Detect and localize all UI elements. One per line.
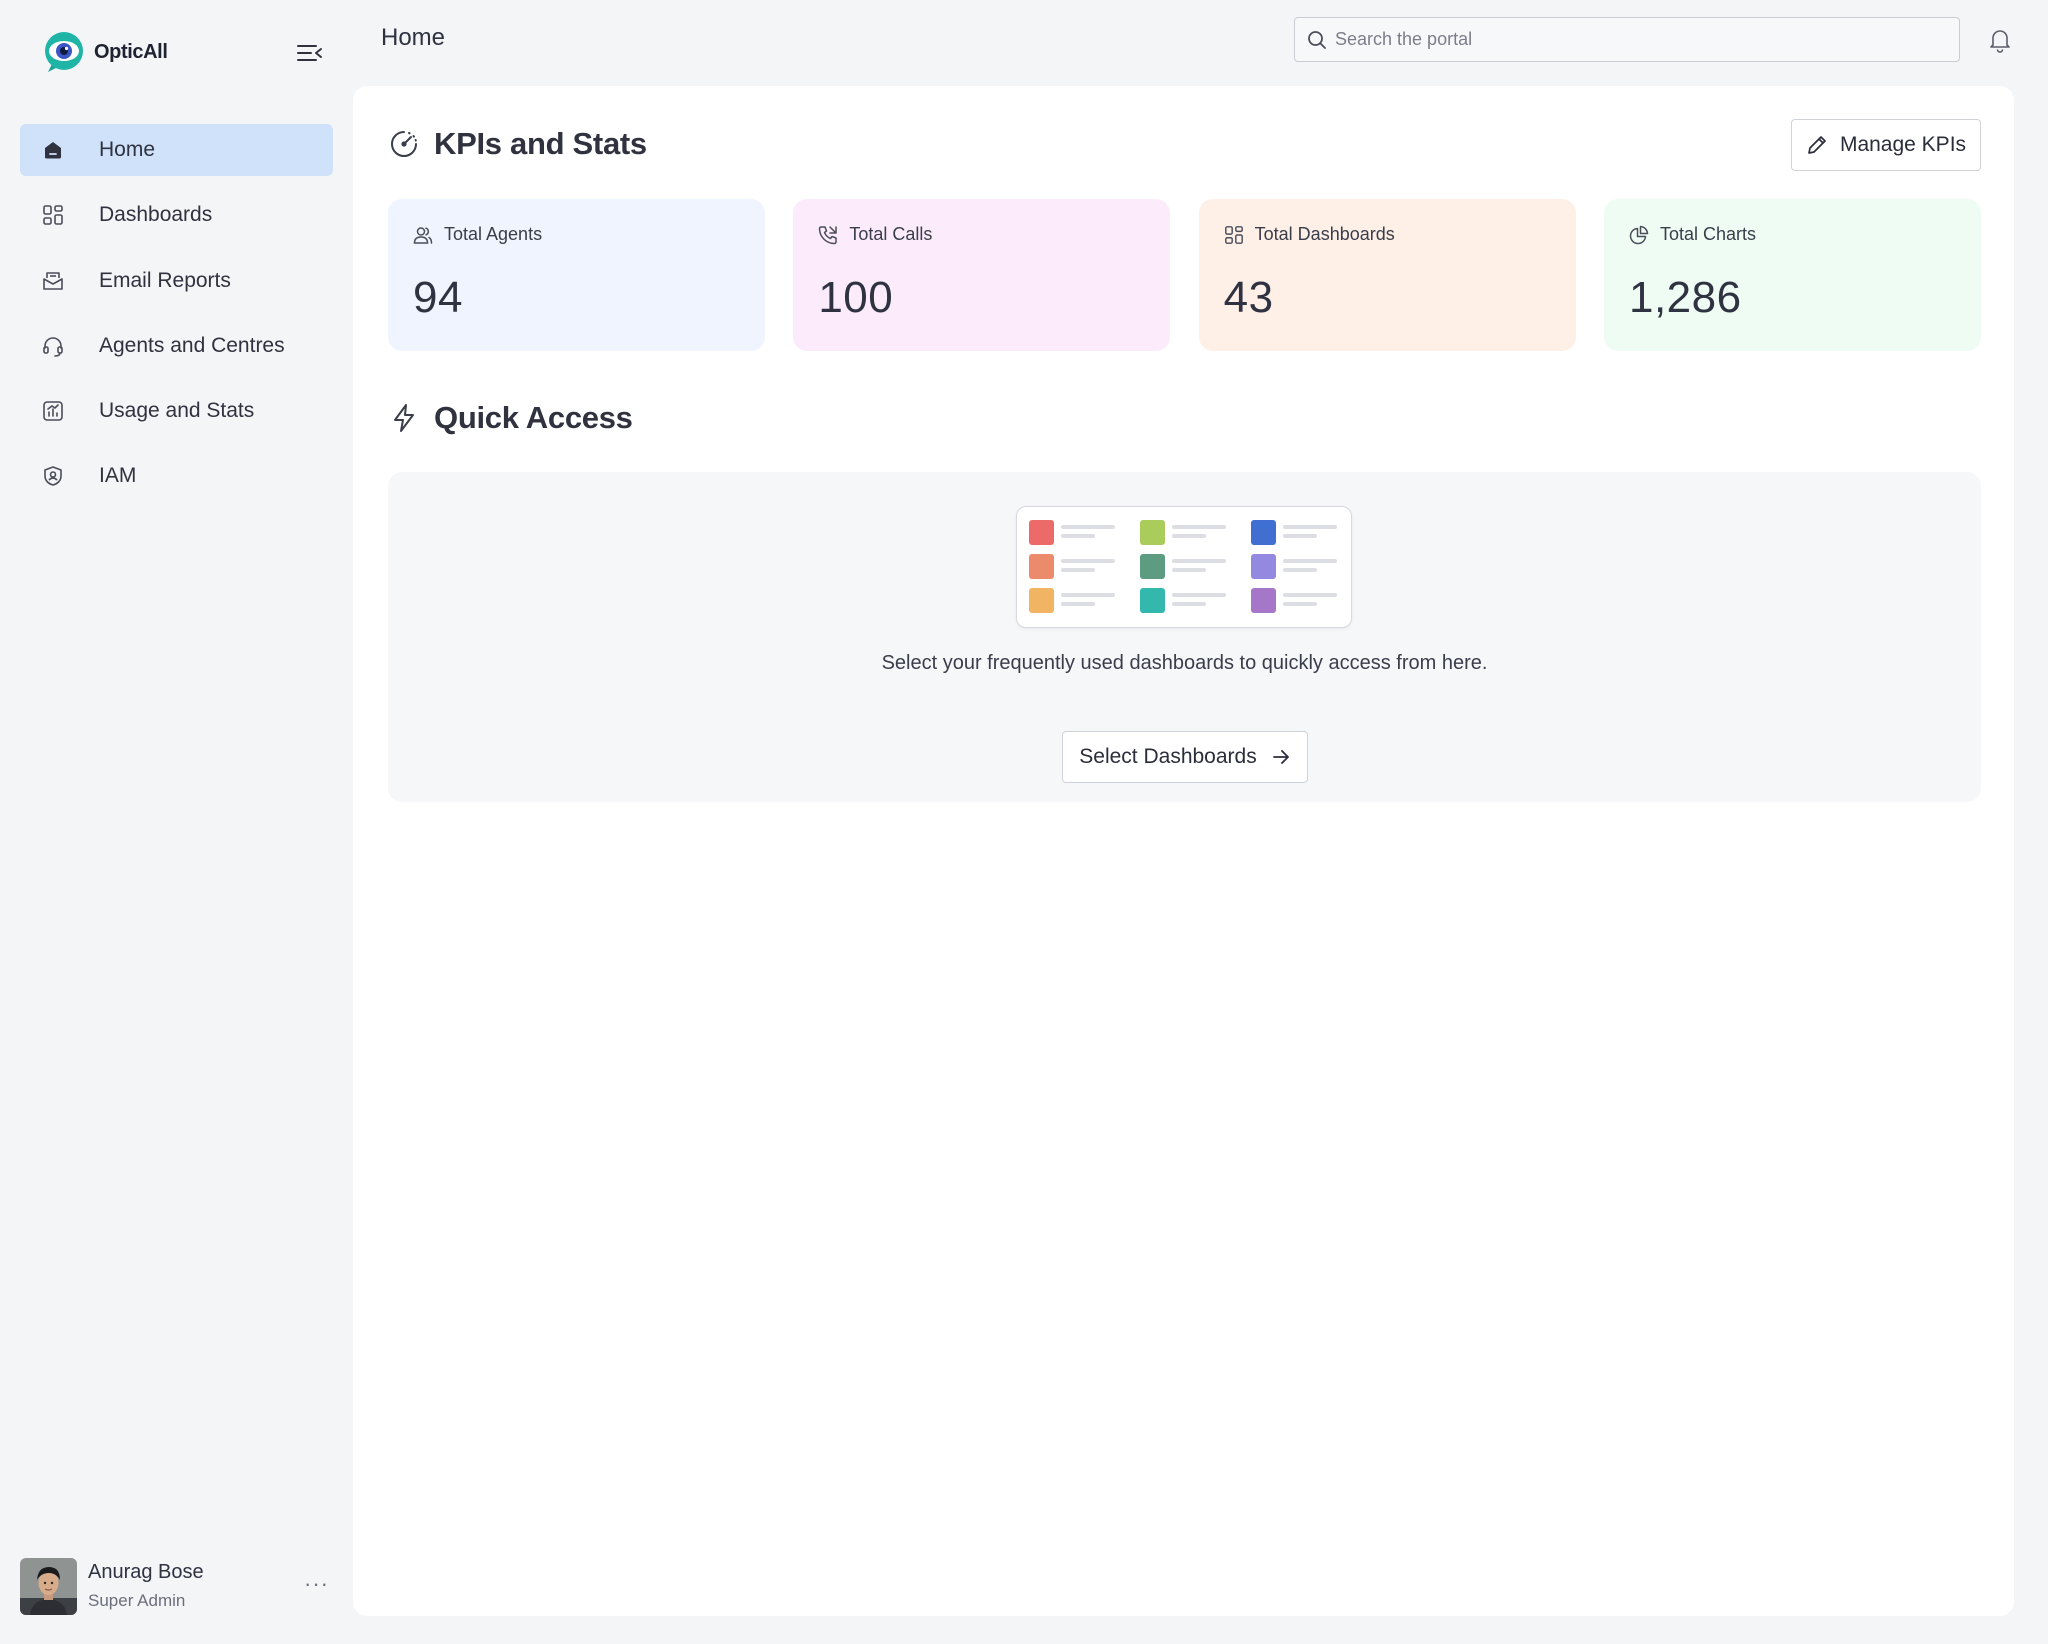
illustration-line xyxy=(1172,525,1226,529)
sidebar-item-label: Agents and Centres xyxy=(99,333,285,357)
illustration-tile xyxy=(1251,554,1276,579)
illustration-line xyxy=(1061,525,1115,529)
illustration-tile xyxy=(1029,554,1054,579)
search-icon xyxy=(1307,30,1327,50)
pie-chart-icon xyxy=(1629,225,1649,245)
avatar xyxy=(20,1557,77,1615)
illustration-line xyxy=(1283,602,1317,606)
mail-icon xyxy=(40,268,66,294)
illustration-tile xyxy=(1029,520,1054,545)
arrow-right-icon xyxy=(1272,750,1289,764)
chart-icon xyxy=(40,398,66,424)
kpi-card-total-dashboards[interactable]: Total Dashboards 43 xyxy=(1198,199,1576,351)
illustration-line xyxy=(1172,559,1226,563)
sidebar-item-label: Dashboards xyxy=(99,203,213,227)
headset-icon xyxy=(40,333,66,359)
kpi-section-title: KPIs and Stats xyxy=(434,126,647,161)
sidebar-item-iam[interactable]: IAM xyxy=(20,450,333,502)
kpi-card-total-calls[interactable]: Total Calls 100 xyxy=(793,199,1171,351)
manage-kpis-button[interactable]: Manage KPIs xyxy=(1791,119,1981,171)
eye-logo-icon xyxy=(42,30,88,74)
illustration-line xyxy=(1283,593,1337,597)
kpi-section-header: KPIs and Stats xyxy=(388,126,647,162)
sidebar-item-email-reports[interactable]: Email Reports xyxy=(20,255,333,307)
kpi-card-total-agents[interactable]: Total Agents 94 xyxy=(388,199,766,351)
illustration-line xyxy=(1172,568,1206,572)
pencil-icon xyxy=(1806,134,1828,156)
notifications-button[interactable] xyxy=(1988,27,2012,53)
users-icon xyxy=(413,225,433,245)
sidebar-item-label: Email Reports xyxy=(99,268,231,292)
kpi-value: 94 xyxy=(413,273,463,322)
illustration-line xyxy=(1283,559,1337,563)
main-panel: KPIs and Stats Manage KPIs Total Agents … xyxy=(353,86,2014,1616)
gauge-icon xyxy=(388,128,420,160)
illustration-line xyxy=(1283,534,1317,538)
dashboards-illustration xyxy=(1016,506,1352,628)
app-name: OpticAll xyxy=(94,40,168,63)
illustration-tile xyxy=(1140,554,1165,579)
sidebar-item-home[interactable]: Home xyxy=(20,124,333,176)
more-options-icon[interactable]: ··· xyxy=(304,1571,329,1596)
bell-icon xyxy=(1990,30,2010,53)
illustration-tile xyxy=(1251,588,1276,613)
collapse-sidebar-button[interactable] xyxy=(294,38,326,68)
illustration-line xyxy=(1172,602,1206,606)
illustration-line xyxy=(1061,593,1115,597)
illustration-line xyxy=(1283,525,1337,529)
sidebar-item-usage-stats[interactable]: Usage and Stats xyxy=(20,385,333,437)
search-bar[interactable] xyxy=(1294,17,1960,62)
illustration-tile xyxy=(1140,520,1165,545)
illustration-line xyxy=(1283,568,1317,572)
sidebar-nav: Home Dashboards Email Reports Agents and… xyxy=(20,124,333,516)
sidebar-item-label: Home xyxy=(99,138,156,161)
illustration-line xyxy=(1061,568,1095,572)
grid-icon xyxy=(40,202,66,228)
shield-user-icon xyxy=(40,463,66,489)
quick-access-empty-text: Select your frequently used dashboards t… xyxy=(881,652,1488,674)
sidebar-item-label: Usage and Stats xyxy=(99,399,255,423)
kpi-cards: Total Agents 94 Total Calls 100 Total Da… xyxy=(388,199,1982,351)
sidebar-item-dashboards[interactable]: Dashboards xyxy=(20,189,333,241)
user-profile[interactable]: Anurag Bose Super Admin ··· xyxy=(20,1557,333,1615)
kpi-label: Total Charts xyxy=(1659,224,1757,244)
menu-collapse-icon xyxy=(297,45,322,61)
app-logo[interactable]: OpticAll xyxy=(42,28,168,76)
sidebar: OpticAll Home Dashboards Email Reports xyxy=(0,0,352,1644)
illustration-line xyxy=(1061,602,1095,606)
page-title: Home xyxy=(381,24,446,51)
quick-access-title: Quick Access xyxy=(434,400,633,435)
illustration-line xyxy=(1061,534,1095,538)
quick-access-empty-state: Select your frequently used dashboards t… xyxy=(388,472,1981,802)
search-input[interactable] xyxy=(1335,29,1935,50)
illustration-tile xyxy=(1140,588,1165,613)
kpi-value: 100 xyxy=(818,273,894,322)
manage-kpis-label: Manage KPIs xyxy=(1839,133,1967,156)
phone-icon xyxy=(818,225,838,245)
home-icon xyxy=(40,137,66,163)
select-dashboards-button[interactable]: Select Dashboards xyxy=(1062,731,1308,783)
illustration-tile xyxy=(1029,588,1054,613)
sidebar-item-agents-centres[interactable]: Agents and Centres xyxy=(20,320,333,372)
kpi-label: Total Calls xyxy=(849,224,933,244)
lightning-icon xyxy=(388,402,420,434)
kpi-label: Total Agents xyxy=(444,224,543,244)
user-role: Super Admin xyxy=(88,1591,186,1610)
kpi-value: 43 xyxy=(1223,273,1274,322)
illustration-line xyxy=(1061,559,1115,563)
kpi-value: 1,286 xyxy=(1628,273,1742,322)
sidebar-item-label: IAM xyxy=(99,464,137,488)
kpi-label: Total Dashboards xyxy=(1254,224,1395,244)
select-dashboards-label: Select Dashboards xyxy=(1079,745,1257,768)
grid-icon xyxy=(1224,225,1244,245)
user-name: Anurag Bose xyxy=(88,1561,204,1583)
illustration-line xyxy=(1172,593,1226,597)
illustration-tile xyxy=(1251,520,1276,545)
illustration-line xyxy=(1172,534,1206,538)
quick-access-header: Quick Access xyxy=(388,400,633,436)
kpi-card-total-charts[interactable]: Total Charts 1,286 xyxy=(1603,199,1982,351)
